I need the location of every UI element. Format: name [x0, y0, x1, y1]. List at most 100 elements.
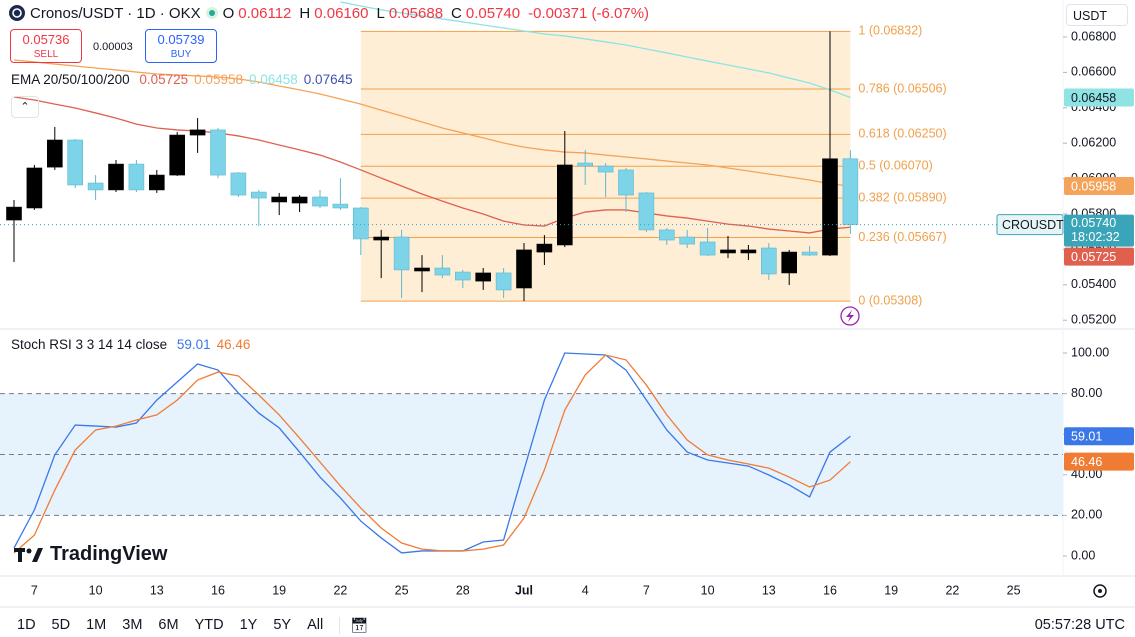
- candle-body: [822, 158, 838, 256]
- stoch-line: [13, 352, 851, 554]
- x-tick-label: 10: [701, 583, 715, 597]
- stoch-legend: Stoch RSI 3 3 14 14 close 59.01 46.46: [11, 337, 250, 352]
- x-tick-label: 16: [211, 583, 225, 597]
- buy-button[interactable]: 0.05739 BUY: [145, 29, 217, 63]
- x-tick-label: 22: [333, 583, 347, 597]
- currency-select[interactable]: USDT: [1066, 4, 1128, 26]
- range-button[interactable]: YTD: [194, 617, 224, 633]
- sell-button[interactable]: 0.05736 SELL: [10, 29, 82, 63]
- x-tick-label: 7: [31, 583, 38, 597]
- y-tick-label: 0.05200: [1071, 313, 1116, 327]
- candle-body: [189, 129, 206, 136]
- stoch-value: 46.46: [216, 337, 251, 352]
- candle-body: [271, 196, 288, 203]
- candle-body: [352, 207, 369, 240]
- symbol: Cronos/USDT · 1D · OKX: [30, 4, 201, 22]
- candle-body: [577, 162, 594, 167]
- logo-text: TradingView: [50, 543, 168, 565]
- fib-label: 0.236 (0.05667): [858, 230, 946, 244]
- x-tick-label: 25: [395, 583, 409, 597]
- candle-body: [251, 191, 267, 199]
- x-tick-label: 19: [884, 583, 898, 597]
- x-tick-label: 22: [945, 583, 959, 597]
- header: Cronos/USDT · 1D · OKX O 0.06112 H 0.06160…: [8, 4, 653, 22]
- ohlc-value: 0.05688: [388, 4, 444, 22]
- stoch-badge: 46.46: [1071, 455, 1102, 469]
- fib-label: 1 (0.06832): [858, 24, 922, 38]
- range-button[interactable]: 1M: [86, 617, 107, 633]
- change: -0.00371 (-6.07%): [528, 4, 650, 22]
- candle-body: [87, 182, 104, 191]
- fib-label: 0.618 (0.06250): [858, 127, 946, 141]
- date-range-button[interactable]: 📅︎: [339, 617, 369, 634]
- status-dot: [205, 7, 218, 19]
- y-tick-label: 0.05400: [1071, 277, 1116, 291]
- candle-body: [414, 267, 430, 272]
- ohlc-key: H: [299, 4, 311, 22]
- settings-icon: [1093, 584, 1107, 598]
- candle-body: [373, 236, 390, 241]
- candle-body: [46, 139, 63, 168]
- candle-body: [658, 229, 675, 241]
- fib-label: 0.786 (0.06506): [858, 81, 946, 95]
- candle-body: [312, 196, 328, 207]
- y-tick-label: 0.00: [1071, 548, 1095, 562]
- range-button[interactable]: 5Y: [273, 617, 292, 633]
- countdown: 18:02:32: [1071, 230, 1120, 244]
- ohlc-value: 0.06112: [238, 4, 292, 22]
- x-tick-label: 4: [582, 583, 589, 597]
- candle-body: [842, 158, 859, 225]
- x-tick-label: Jul: [515, 583, 533, 597]
- candle-body: [638, 192, 655, 231]
- price-badge-bg: [1064, 214, 1134, 247]
- ema-badge: 0.05725: [1071, 250, 1116, 264]
- buy-price: 0.05739: [157, 32, 205, 47]
- candle-body: [393, 236, 410, 271]
- ema-badge-bg: [1064, 88, 1134, 107]
- ema-line: [340, 1, 851, 99]
- range-button[interactable]: All: [307, 617, 324, 633]
- x-tick-label: 19: [272, 583, 286, 597]
- stoch-title: Stoch RSI 3 3 14 14 close: [11, 337, 168, 352]
- y-tick-label: 80.00: [1071, 386, 1102, 400]
- candle-body: [169, 134, 185, 176]
- x-tick-label: 16: [823, 583, 837, 597]
- range-button[interactable]: 3M: [122, 617, 143, 633]
- clock: 05:57:28 UTC: [1034, 617, 1125, 633]
- settings-icon-hub: [1098, 589, 1102, 593]
- x-tick-label: 13: [150, 583, 164, 597]
- candle-body: [699, 241, 716, 256]
- range-toolbar: 1D 5D 1M 3M 6M YTD 1Y 5Y All 📅︎: [17, 617, 369, 634]
- candle-body: [26, 167, 43, 209]
- candle-body: [740, 249, 757, 254]
- candle-body: [128, 163, 145, 191]
- stoch-badge-bg: [1064, 427, 1134, 446]
- logo: TradingView: [14, 543, 167, 566]
- price-badge: 0.05740: [1071, 216, 1116, 230]
- candle-body: [556, 164, 573, 246]
- stoch-badge: 59.01: [1071, 430, 1102, 444]
- candle-body: [210, 129, 226, 176]
- x-tick-label: 7: [643, 583, 650, 597]
- spread: 0.00003: [93, 41, 133, 53]
- candle-body: [597, 165, 614, 173]
- symbol-badge: CROUSDT: [1002, 218, 1064, 232]
- range-button[interactable]: 1Y: [239, 617, 258, 633]
- collapse-button[interactable]: ⌃: [11, 96, 39, 118]
- y-tick-label: 0.06200: [1071, 135, 1116, 149]
- range-button[interactable]: 5D: [51, 617, 71, 633]
- range-button[interactable]: 6M: [158, 617, 179, 633]
- candle-body: [291, 196, 308, 204]
- ema-label: EMA 20/50/100/200: [11, 72, 130, 87]
- candle-body: [618, 169, 634, 196]
- ema-value: 0.07645: [303, 72, 353, 87]
- fib-label: 0.382 (0.05890): [858, 190, 946, 204]
- y-tick-label: 0.06600: [1071, 65, 1116, 79]
- logo-mark: [14, 547, 43, 562]
- range-button[interactable]: 1D: [17, 617, 36, 633]
- candle-body: [149, 174, 165, 191]
- y-tick-label: 100.00: [1071, 345, 1109, 359]
- coin-icon: [9, 5, 25, 21]
